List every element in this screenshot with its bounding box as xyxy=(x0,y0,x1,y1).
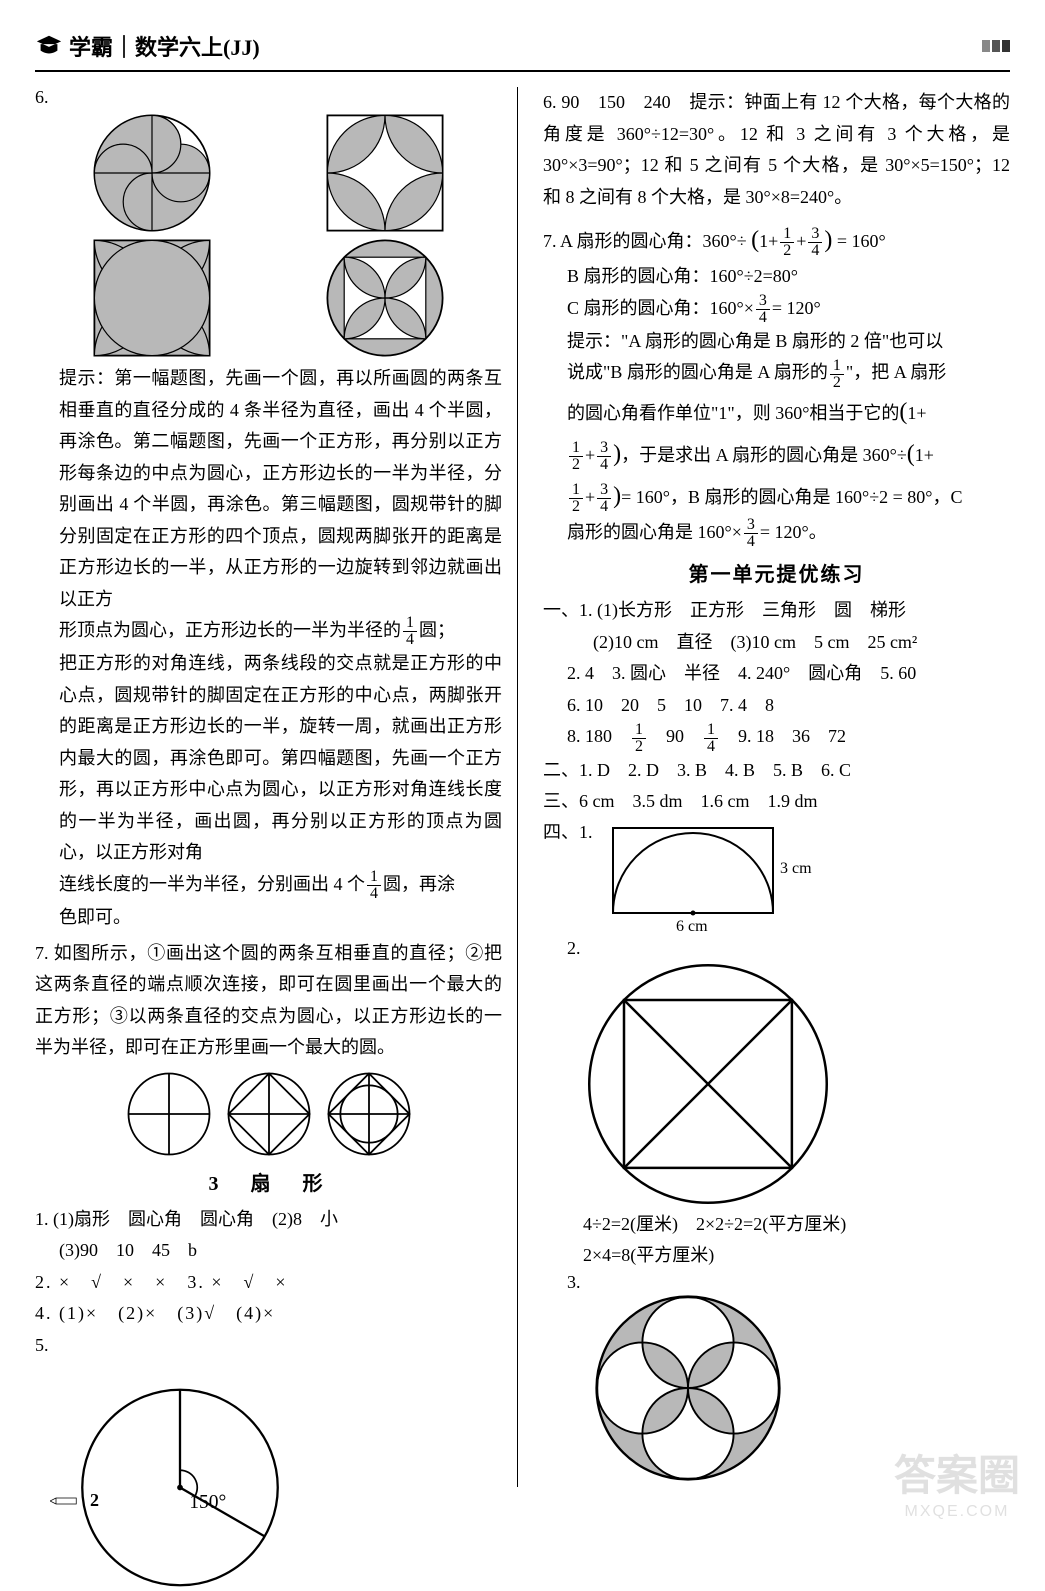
u3: 三、6 cm 3.5 dm 1.6 cm 1.9 dm xyxy=(543,786,1010,818)
sec3-q4: 4. (1)× (2)× (3)√ (4)× xyxy=(35,1298,502,1330)
text: 连线长度的一半为半径，分别画出 4 个 xyxy=(59,874,365,894)
u1-1: 一、1. (1)长方形 正方形 三角形 圆 梯形 xyxy=(543,595,1010,627)
u1-1b: (2)10 cm 直径 (3)10 cm 5 cm 25 cm² xyxy=(543,627,1010,659)
q6-hint: 提示：第一幅题图，先画一个圆，再以所画圆的两条互相垂直的直径分成的 4 条半径为… xyxy=(35,363,502,615)
r-q7-hint2: 说成"B 扇形的圆心角是 A 扇形的12"，把 A 扇形 xyxy=(543,357,1010,390)
q6-hint-p2: 把正方形的对角连线，两条线段的交点就是正方形的中心点，圆规带针的脚固定在正方形的… xyxy=(35,648,502,869)
sec3-q1b: (3)90 10 45 b xyxy=(35,1235,502,1267)
page-header: 学霸｜数学六上(JJ) xyxy=(35,30,1010,72)
text: = 160° xyxy=(837,231,886,251)
u4-1-label: 四、1. xyxy=(543,818,593,844)
svg-text:150°: 150° xyxy=(189,1492,226,1513)
figure-sector-150: 150° xyxy=(65,1361,295,1591)
page-number: 2 xyxy=(90,1490,99,1511)
right-column: 6. 90 150 240 提示：钟面上有 12 个大格，每个大格的角度是 36… xyxy=(538,87,1010,1487)
r-q7b: B 扇形的圆心角：160°÷2=80° xyxy=(543,261,1010,293)
u2: 二、1. D 2. D 3. B 4. B 5. B 6. C xyxy=(543,755,1010,787)
text: 圆，再涂 xyxy=(383,874,455,894)
u4-2-calc1: 4÷2=2(厘米) 2×2÷2=2(平方厘米) xyxy=(543,1209,1010,1241)
sec3-q2: 2. × √ × × 3. × √ × xyxy=(35,1267,502,1299)
text: 形顶点为圆心，正方形边长的一半为半径的 xyxy=(59,620,401,640)
text: 扇形的圆心角是 160°× xyxy=(567,522,742,542)
text: 圆； xyxy=(419,620,455,640)
q6-hint-p2-end: 连线长度的一半为半径，分别画出 4 个14圆，再涂 xyxy=(35,869,502,902)
u1-2: 2. 4 3. 圆心 半径 4. 240° 圆心角 5. 60 xyxy=(543,658,1010,690)
sec3-q1: 1. (1)扇形 圆心角 圆心角 (2)8 小 xyxy=(35,1204,502,1236)
text: "，把 A 扇形 xyxy=(846,362,946,382)
u4-1-row: 四、1. 3 cm 6 cm xyxy=(543,818,1010,938)
r-q7-hint6: 扇形的圆心角是 160°×34= 120°。 xyxy=(543,517,1010,550)
text: = 120°。 xyxy=(760,522,827,542)
u1-6: 6. 10 20 5 10 7. 4 8 xyxy=(543,690,1010,722)
svg-text:6 cm: 6 cm xyxy=(676,918,708,935)
sec3-q5: 5. xyxy=(35,1330,502,1362)
header-decoration xyxy=(982,40,1010,52)
graduation-cap-icon xyxy=(35,32,63,60)
text: 8. 180 xyxy=(567,726,612,746)
r-q7-hint1: 提示："A 扇形的圆心角是 B 扇形的 2 倍"也可以 xyxy=(543,326,1010,358)
text: 7. A 扇形的圆心角：360°÷ xyxy=(543,231,747,251)
r-q7-hint4: 12+34)，于是求出 A 扇形的圆心角是 360°÷(1+ xyxy=(543,433,1010,475)
figure-semicircle-rect: 3 cm 6 cm xyxy=(598,818,818,938)
figure-petal-square xyxy=(325,113,445,233)
page-footer: 2 xyxy=(50,1490,99,1511)
section-3-title: 3 扇 形 xyxy=(35,1167,502,1196)
r-q6: 6. 90 150 240 提示：钟面上有 12 个大格，每个大格的角度是 36… xyxy=(543,87,1010,213)
r-q7-hint5: 12+34)= 160°，B 扇形的圆心角是 160°÷2 = 80°，C xyxy=(543,475,1010,517)
figure-windmill-circle xyxy=(92,113,212,233)
watermark-sub: MXQE.COM xyxy=(894,1503,1020,1521)
pencil-icon xyxy=(50,1496,80,1506)
figure-circle-cross xyxy=(124,1069,214,1159)
q6-hint-p2-end2: 色即可。 xyxy=(35,902,502,934)
q6-figures-row2 xyxy=(35,238,502,358)
text: = 120° xyxy=(772,298,821,318)
q7-figures xyxy=(35,1069,502,1159)
figure-circle-diamond-inner xyxy=(324,1069,414,1159)
text: 的圆心角看作单位"1"，则 360°相当于它的 xyxy=(567,403,899,423)
text: C 扇形的圆心角：160°× xyxy=(567,298,754,318)
r-q7c: C 扇形的圆心角：160°×34= 120° xyxy=(543,293,1010,326)
text: ，于是求出 A 扇形的圆心角是 360°÷ xyxy=(621,445,907,465)
figure-circle-square-arcs xyxy=(325,238,445,358)
svg-text:3 cm: 3 cm xyxy=(780,860,812,877)
text: 9. 18 36 72 xyxy=(738,726,846,746)
u4-2-calc2: 2×4=8(平方厘米) xyxy=(543,1240,1010,1272)
watermark: 答案圈 MXQE.COM xyxy=(894,1442,1020,1521)
u4-2-label: 2. xyxy=(543,938,1010,959)
q6-label: 6. xyxy=(35,87,502,108)
text: 说成"B 扇形的圆心角是 A 扇形的 xyxy=(567,362,828,382)
unit1-title: 第一单元提优练习 xyxy=(543,558,1010,587)
figure-circle-diamond xyxy=(224,1069,314,1159)
u1-8: 8. 180 12 90 14 9. 18 36 72 xyxy=(543,721,1010,754)
content-columns: 6. xyxy=(35,87,1010,1487)
watermark-main: 答案圈 xyxy=(894,1442,1020,1503)
q7-text: 7. 如图所示，①画出这个圆的两条互相垂直的直径；②把这两条直径的端点顺次连接，… xyxy=(35,938,502,1064)
left-column: 6. xyxy=(35,87,518,1487)
figure-yin-yang-4 xyxy=(593,1293,783,1483)
text: 90 xyxy=(666,726,684,746)
q6-hint-line2: 形顶点为圆心，正方形边长的一半为半径的14圆； xyxy=(35,615,502,648)
u4-3-label: 3. xyxy=(543,1272,1010,1293)
figure-circle-square-diag xyxy=(583,959,833,1209)
q6-figures-row1 xyxy=(35,113,502,233)
r-q7-hint3: 的圆心角看作单位"1"，则 360°相当于它的(1+ xyxy=(543,391,1010,433)
figure-square-in-arcs xyxy=(92,238,212,358)
header-title: 学霸｜数学六上(JJ) xyxy=(69,30,260,62)
r-q7a: 7. A 扇形的圆心角：360°÷ (1+12+34) = 160° xyxy=(543,219,1010,261)
text: = 160°，B 扇形的圆心角是 160°÷2 = 80°，C xyxy=(621,487,962,507)
